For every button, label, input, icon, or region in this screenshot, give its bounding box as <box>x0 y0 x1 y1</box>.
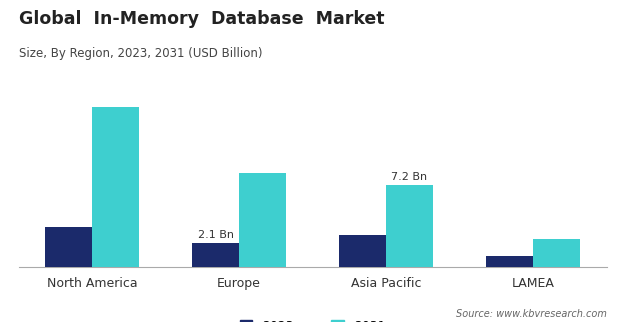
Bar <box>239 173 286 267</box>
Bar <box>339 235 386 267</box>
Text: 2.1 Bn: 2.1 Bn <box>197 230 233 240</box>
Bar <box>533 239 580 267</box>
Text: Source: www.kbvresearch.com: Source: www.kbvresearch.com <box>456 309 607 319</box>
Bar <box>45 227 92 267</box>
Legend: 2023, 2031: 2023, 2031 <box>233 314 392 322</box>
Text: Size, By Region, 2023, 2031 (USD Billion): Size, By Region, 2023, 2031 (USD Billion… <box>19 47 262 60</box>
Bar <box>192 243 239 267</box>
Bar <box>386 185 433 267</box>
Text: 7.2 Bn: 7.2 Bn <box>391 172 428 182</box>
Text: Global  In-Memory  Database  Market: Global In-Memory Database Market <box>19 10 384 28</box>
Bar <box>486 256 533 267</box>
Bar <box>92 107 139 267</box>
